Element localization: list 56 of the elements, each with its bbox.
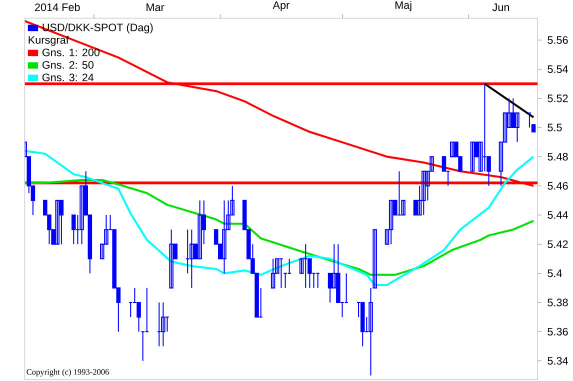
- y-tick-label: 5.52: [548, 94, 568, 102]
- candlestick: [442, 156, 446, 172]
- candlestick: [316, 272, 320, 289]
- candlestick: [80, 185, 84, 245]
- legend-label: Gns. 1: 200: [42, 48, 100, 56]
- line-series: [24, 20, 535, 187]
- legend-label: USD/DKK-SPOT (Dag): [42, 23, 153, 34]
- candlestick: [222, 200, 226, 274]
- y-tick-label: 5.5: [548, 124, 562, 132]
- candlestick: [388, 200, 394, 245]
- y-tick-label: 5.38: [548, 298, 568, 306]
- candlestick: [128, 302, 133, 318]
- candlestick: [198, 200, 202, 260]
- candlestick: [59, 200, 64, 245]
- y-tick-label: 5.44: [548, 211, 568, 219]
- candlestick: [185, 229, 190, 274]
- y-tick-label: 5.34: [548, 357, 568, 365]
- candlestick: [470, 142, 475, 172]
- candlestick: [283, 272, 288, 289]
- y-tick-label: 5.46: [548, 182, 568, 190]
- y-tick-label: 5.36: [548, 328, 568, 336]
- candlestick: [165, 316, 170, 332]
- legend-label: Gns. 3: 24: [42, 74, 94, 82]
- y-tick-label: 5.42: [548, 240, 568, 248]
- candlestick: [136, 302, 141, 332]
- y-tick-label: 5.4: [548, 270, 562, 278]
- legend-label: Gns. 2: 50: [42, 61, 94, 69]
- x-tick-label: Apr: [272, 2, 290, 12]
- y-tick-label: 5.54: [548, 66, 568, 74]
- candlestick: [156, 302, 162, 347]
- candlestick: [344, 272, 348, 304]
- candlestick: [450, 142, 454, 158]
- candlestick: [397, 170, 402, 216]
- line-series: [24, 150, 535, 286]
- candlestick: [190, 229, 194, 289]
- candlestick: [422, 170, 426, 216]
- candlestick: [161, 302, 166, 347]
- candlestick: [482, 83, 487, 172]
- legend-title: Kursgraf: [28, 36, 69, 46]
- candlestick: [287, 258, 292, 274]
- candlestick: [270, 258, 276, 289]
- candlestick: [303, 244, 308, 289]
- candlestick: [515, 112, 520, 143]
- candlestick: [527, 112, 532, 128]
- candlestick: [169, 229, 174, 289]
- x-tick-label: 2014 Feb: [35, 3, 80, 12]
- x-tick-label: Maj: [395, 1, 412, 12]
- candlestick: [55, 200, 60, 245]
- annotation: Copyright (c) 1993-2006: [26, 369, 109, 377]
- x-tick-label: Mar: [146, 4, 164, 12]
- candlestick: [279, 258, 284, 289]
- candlestick: [72, 214, 76, 245]
- y-tick-label: 5.56: [548, 36, 568, 44]
- x-tick-label: Jun: [492, 4, 510, 12]
- y-tick-label: 5.48: [548, 152, 568, 161]
- candlestick: [144, 288, 150, 332]
